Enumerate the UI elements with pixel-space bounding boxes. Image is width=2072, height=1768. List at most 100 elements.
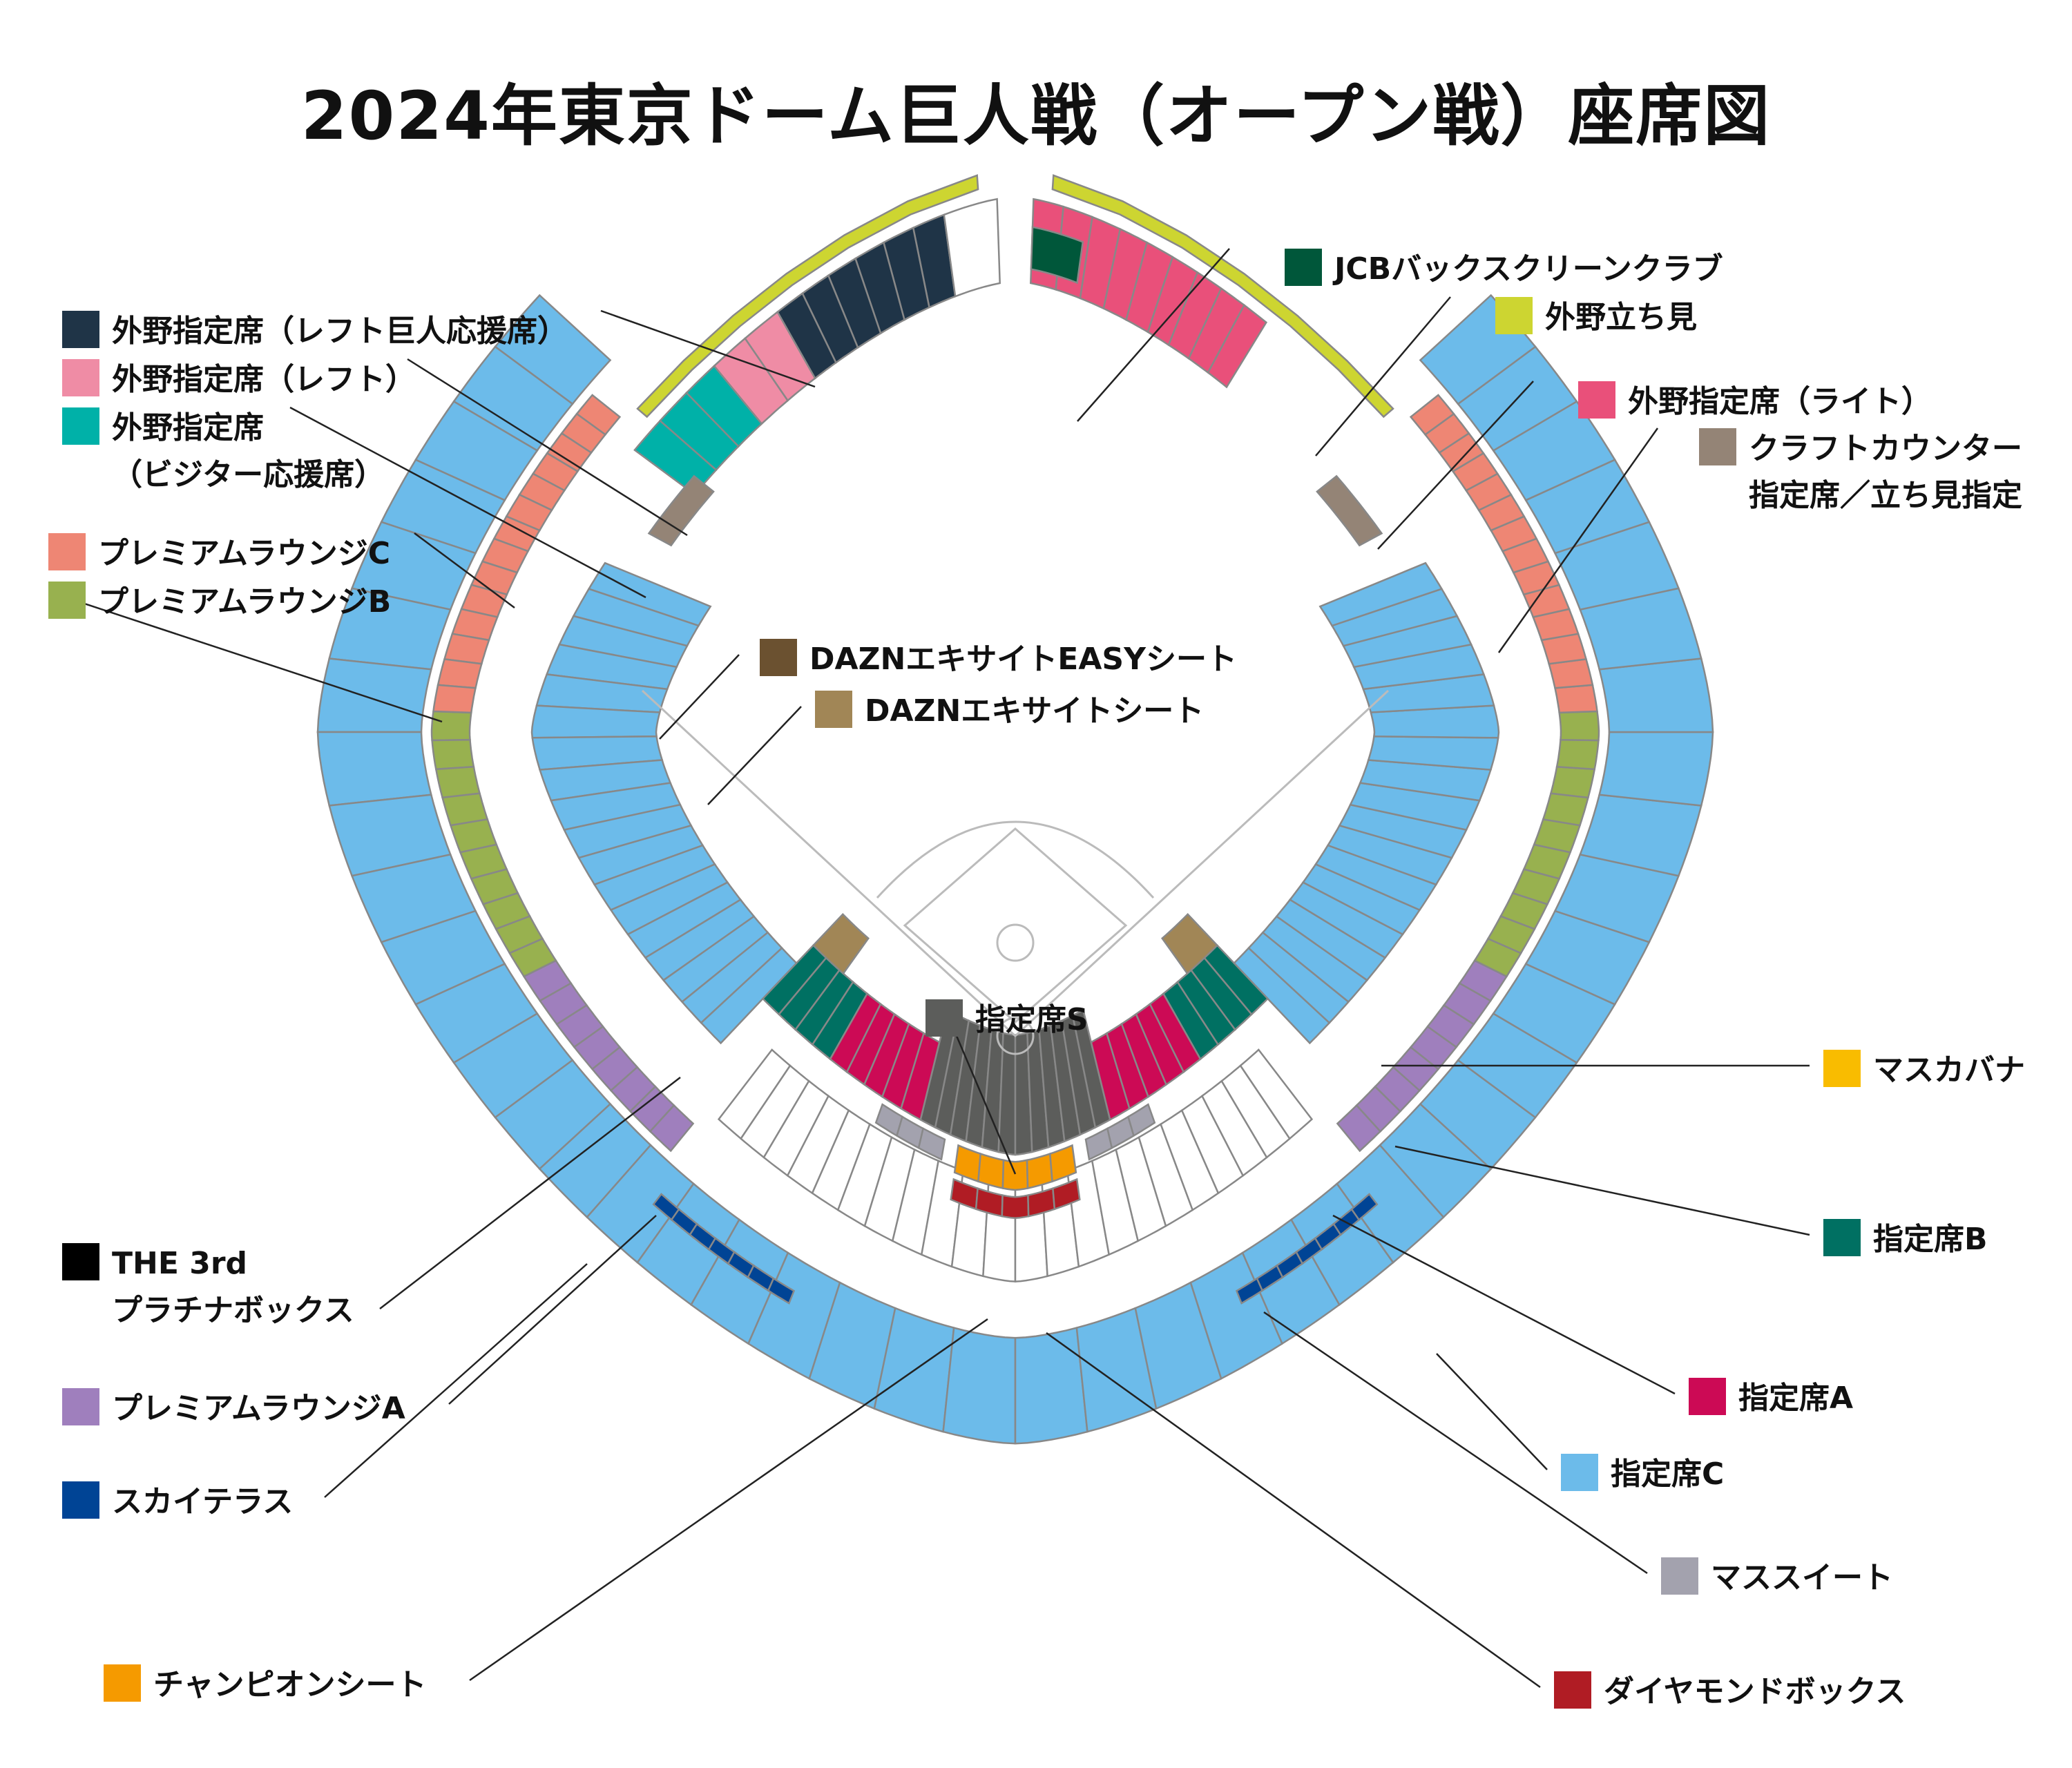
seat-block-premium-c [1409, 394, 1455, 436]
legend-swatch [62, 407, 99, 445]
leader-lines [75, 248, 1810, 1689]
legend-swatch [1495, 297, 1533, 334]
seat-block-premium-b [434, 765, 481, 799]
leader-line-dazn_easy [659, 654, 740, 740]
leader-line-jcb [1077, 248, 1230, 422]
legend-label: プレミアムラウンジA [112, 1391, 405, 1426]
legend-swatch [62, 1388, 99, 1425]
legend-item-third: THE 3rd プラチナボックス [62, 1243, 354, 1328]
seat-block-c [1598, 657, 1714, 733]
leader-line-sky [324, 1263, 588, 1498]
page-title: 2024年東京ドーム巨人戦（オープン戦）座席図 [300, 77, 1772, 155]
seat-block-champion [977, 1152, 1005, 1190]
legend-swatch [1823, 1219, 1861, 1256]
legend-label: 外野指定席 [112, 410, 264, 445]
legend-label: チャンピオンシート [153, 1667, 427, 1702]
seat-block-champion [1001, 1159, 1029, 1191]
seat-block-mass-suite [1127, 1103, 1156, 1137]
legend-label: 指定席S [975, 1002, 1088, 1037]
seat-block-a [1149, 992, 1202, 1074]
seat-block-premium-b [1542, 792, 1589, 827]
seat-block-backscreen [943, 198, 1001, 298]
seat-block-diamond [1001, 1194, 1030, 1220]
seat-block-suite-ring [1239, 1048, 1314, 1140]
legend-item-plb: プレミアムラウンジB [48, 582, 391, 619]
leader-line-pla [448, 1215, 657, 1405]
seat-block-premium-a [1458, 959, 1508, 1002]
seat-block-dazn [1161, 913, 1219, 975]
legend-label: クラフトカウンター [1749, 431, 2022, 466]
leader-line-champion [469, 1318, 988, 1682]
legend-item-sky: スカイテラス [62, 1481, 293, 1519]
seat-block-premium-c [1553, 684, 1598, 714]
legend-label: プレミアムラウンジB [98, 584, 391, 619]
seat-block-premium-b [1555, 738, 1600, 771]
leader-line-s [955, 1035, 1017, 1175]
seat-block-tachimi [1051, 174, 1394, 419]
seat-block-c [1014, 1327, 1088, 1445]
legend-label-2: （ビジター応援席） [112, 457, 385, 492]
legend-item-jcb: JCBバックスクリーンクラブ [1285, 249, 1723, 287]
legend-item-a: 指定席A [1689, 1378, 1853, 1416]
seat-block-premium-b [431, 738, 475, 771]
legend-label-2: 指定席／立ち見指定 [1749, 478, 2022, 513]
legend-swatch [1661, 1557, 1698, 1595]
legend-item-suite: マススイート [1661, 1557, 1893, 1595]
seat-block-craft [647, 474, 715, 547]
legend-swatch [1561, 1454, 1598, 1491]
seat-block-champion [1048, 1144, 1077, 1183]
leader-line-third [379, 1077, 681, 1309]
leader-line-b [1394, 1145, 1810, 1236]
legend-label: マススイート [1711, 1560, 1893, 1595]
legend-item-out_left: 外野指定席（レフト） [62, 359, 416, 397]
legend-item-s: 指定席S [925, 999, 1088, 1037]
leader-line-plb [75, 599, 443, 723]
seat-block-sky-terrace [767, 1277, 796, 1305]
legend-label: スカイテラス [112, 1484, 293, 1519]
legend-label: THE 3rd [112, 1246, 247, 1281]
legend-label: 外野指定席（レフト） [112, 362, 416, 397]
legend-swatch [1554, 1671, 1591, 1709]
seat-block-craft [1316, 474, 1383, 547]
seat-block-dazn [812, 913, 870, 975]
legend-item-c: 指定席C [1561, 1454, 1724, 1492]
legend-item-out_right: 外野指定席（ライト） [1578, 381, 1932, 419]
legend-item-dazn: DAZNエキサイトシート [815, 691, 1204, 729]
legend-item-tachimi: 外野立ち見 [1495, 297, 1697, 335]
leader-line-dazn [707, 706, 802, 805]
seat-block-mass-suite [917, 1127, 946, 1161]
leader-line-a [1332, 1214, 1676, 1395]
legend-label: プレミアムラウンジC [98, 536, 390, 571]
legend-item-visitor: 外野指定席 （ビジター応援席） [62, 407, 385, 492]
legend-swatch [62, 359, 99, 396]
legend-label: DAZNエキサイトシート [865, 693, 1204, 729]
legend-swatch [48, 533, 86, 570]
legend-label: 外野指定席（ライト） [1628, 384, 1932, 419]
seat-block-c [316, 657, 432, 733]
legend-item-champion: チャンピオンシート [104, 1664, 427, 1702]
legend-item-diamond: ダイヤモンドボックス [1554, 1671, 1906, 1709]
legend-swatch [760, 639, 797, 676]
legend-label: DAZNエキサイトEASYシート [809, 642, 1237, 677]
leader-line-visitor [289, 406, 646, 599]
legend-label-2: プラチナボックス [112, 1293, 354, 1328]
leader-line-out_left_g [600, 309, 816, 388]
legend-label: 外野指定席（レフト巨人応援席） [112, 314, 568, 349]
legend-swatch [1823, 1050, 1861, 1087]
leader-line-plc [414, 532, 515, 609]
legend-item-plc: プレミアムラウンジC [48, 533, 390, 571]
seat-block-premium-a [649, 1104, 695, 1153]
seat-block-premium-c [432, 684, 477, 714]
seat-block-sky-terrace [1350, 1193, 1379, 1222]
leader-line-tachimi [1315, 296, 1451, 457]
legend-swatch [1578, 381, 1615, 419]
legend-label: 指定席C [1611, 1457, 1724, 1492]
seat-block-champion [1026, 1152, 1053, 1190]
seat-block-premium-b [1558, 710, 1600, 742]
leader-line-out_right [1377, 381, 1534, 550]
legend-swatch [104, 1664, 141, 1702]
seat-block-c [942, 1327, 1017, 1445]
seat-block-premium-b [430, 710, 472, 742]
